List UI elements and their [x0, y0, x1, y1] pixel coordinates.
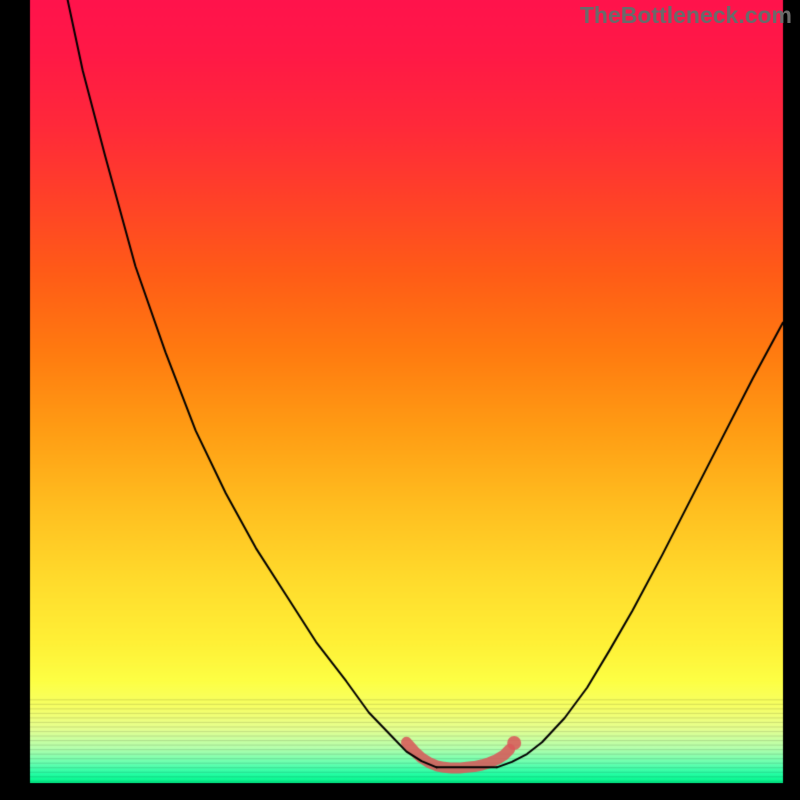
- chart-stage: TheBottleneck.com: [0, 0, 800, 800]
- chart-canvas: [0, 0, 800, 800]
